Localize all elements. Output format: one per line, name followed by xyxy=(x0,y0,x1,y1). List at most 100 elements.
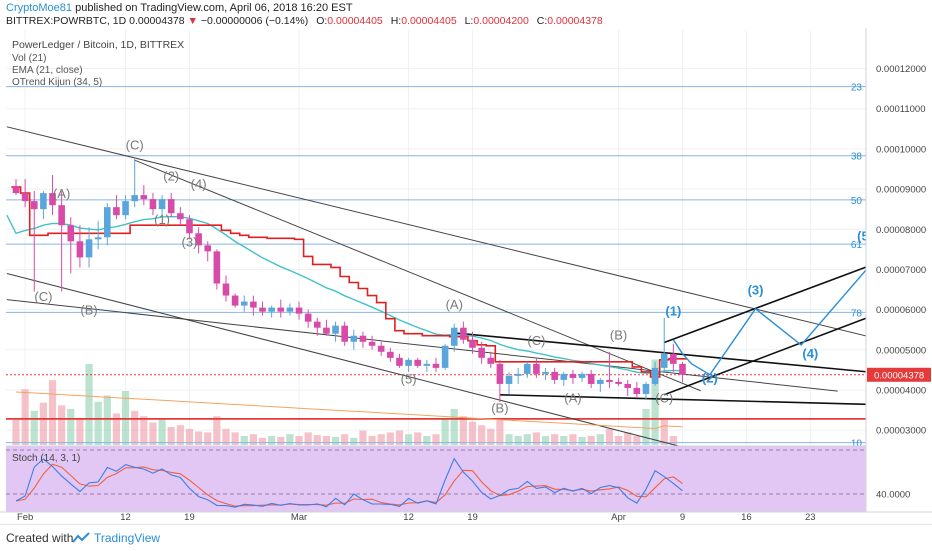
volume-bar xyxy=(131,410,139,445)
candle-body xyxy=(505,375,513,384)
volume-bar xyxy=(30,410,38,445)
volume-bar xyxy=(295,436,303,445)
kijun-line xyxy=(11,186,688,378)
volume-bar xyxy=(541,436,550,445)
y-tick-label: 0.00008000 xyxy=(876,225,926,236)
volume-bar xyxy=(94,401,102,445)
x-tick-label: Feb xyxy=(17,512,33,523)
candle-body xyxy=(49,193,56,206)
trend-lines xyxy=(6,126,902,448)
volume-bar xyxy=(268,436,276,445)
candle-body xyxy=(304,313,312,322)
trend-line xyxy=(134,159,701,392)
volume-bar xyxy=(341,434,349,445)
candle-body xyxy=(542,371,549,374)
author-link[interactable]: CryptoMoe81 xyxy=(6,2,73,14)
wave-label: (3) xyxy=(748,282,764,297)
candle-body xyxy=(606,379,613,382)
volume-bar xyxy=(39,402,47,445)
candle-body xyxy=(469,339,476,348)
volume-bar xyxy=(487,428,495,445)
close-label: C: xyxy=(536,15,548,27)
volume-bar xyxy=(103,395,111,445)
wave-label: (B) xyxy=(491,400,508,415)
volume-bar xyxy=(249,434,257,445)
volume-bar xyxy=(432,434,440,445)
candle-body xyxy=(533,363,540,374)
price-chart[interactable]: 23 38 50 61 78 10 (A) (C) (B) (C) (1) (2) (3) (4) (5)… xyxy=(0,28,932,523)
candle-body xyxy=(460,327,467,340)
candle-body xyxy=(387,351,394,358)
volume-bar xyxy=(158,418,166,445)
candle-body xyxy=(313,321,321,328)
candle-body xyxy=(405,359,412,366)
volume-bar xyxy=(532,432,541,445)
volume-bar xyxy=(587,436,595,445)
candle-body xyxy=(651,367,659,384)
legend-title: PowerLedger / Bitcoin, 1D, BITTREX xyxy=(12,39,184,51)
volume-bar xyxy=(569,434,577,445)
indicator-lines xyxy=(6,186,688,430)
candle-body xyxy=(231,295,239,306)
volume-bar xyxy=(213,416,221,445)
volume-bar xyxy=(368,436,376,445)
candle-body xyxy=(67,225,75,242)
volume-bar xyxy=(21,389,29,445)
candle-body xyxy=(58,205,65,226)
volume-bar xyxy=(222,428,230,445)
y-tick-label: 0.00005000 xyxy=(876,345,926,356)
wave-label: (4) xyxy=(802,346,818,361)
fib-label: 10 xyxy=(851,439,863,450)
low-value: 0.00004200 xyxy=(473,15,529,27)
x-tick-label: 16 xyxy=(741,512,752,523)
y-tick-label: 0.00004000 xyxy=(876,385,926,396)
candle-body xyxy=(423,363,431,366)
candle-body xyxy=(597,379,604,384)
fib-label: 38 xyxy=(851,152,863,163)
ema-line xyxy=(6,214,683,374)
volume-bar xyxy=(204,432,212,445)
volume-bar xyxy=(76,418,84,445)
candle-body xyxy=(323,327,330,334)
volume-bar xyxy=(651,359,659,445)
wave-label: (1) xyxy=(665,304,681,319)
candlesticks[interactable] xyxy=(12,158,686,403)
high-label: H: xyxy=(390,15,402,27)
publish-info: published on TradingView.com, April 06, … xyxy=(75,2,353,14)
candle-body xyxy=(350,335,358,342)
y-tick-label: 0.00007000 xyxy=(876,265,926,276)
candle-body xyxy=(259,307,266,312)
volume-bar xyxy=(350,437,358,445)
volume-bar xyxy=(304,432,312,445)
stoch-k-line xyxy=(15,457,683,508)
volume-bar xyxy=(386,432,394,445)
price-scale-bg xyxy=(866,28,932,512)
candle-body xyxy=(341,325,348,342)
volume-bar xyxy=(596,434,604,445)
projection-path xyxy=(672,260,875,376)
candle-body xyxy=(268,307,275,312)
candle-body xyxy=(670,353,677,364)
candle-body xyxy=(286,307,294,312)
tradingview-brand[interactable]: TradingView xyxy=(94,531,161,545)
candle-body xyxy=(167,199,175,214)
candle-body xyxy=(441,345,449,368)
y-tick-label: 0.00006000 xyxy=(876,305,926,316)
volume-bar xyxy=(85,364,93,445)
candle-body xyxy=(560,373,568,380)
x-tick-label: 23 xyxy=(805,512,816,523)
x-tick-label: 12 xyxy=(403,512,414,523)
volume-bar xyxy=(404,434,413,445)
price-change: −0.00000006 (−0.14%) xyxy=(200,15,309,27)
volume-bar xyxy=(359,430,367,445)
chart-legend: PowerLedger / Bitcoin, 1D, BITTREX Vol (… xyxy=(12,39,184,464)
y-tick-label: 0.00011000 xyxy=(876,104,926,115)
wave-projection xyxy=(672,260,875,376)
volume-bar xyxy=(395,430,404,445)
axes: 0.00012000 0.00011000 0.00010000 0.00009000… xyxy=(0,28,932,523)
wave-label: (C) xyxy=(527,333,545,348)
volume-bar xyxy=(478,425,486,445)
volume-bar xyxy=(185,428,194,445)
wave-label: (B) xyxy=(80,302,97,317)
legend-stoch: Stoch (14, 3, 1) xyxy=(12,453,80,464)
